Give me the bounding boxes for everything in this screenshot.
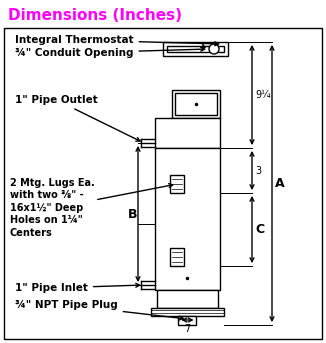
Text: 1" Pipe Outlet: 1" Pipe Outlet (15, 95, 140, 141)
Bar (151, 308, 224, 316)
Text: ¾" NPT Pipe Plug: ¾" NPT Pipe Plug (15, 300, 183, 320)
Text: Integral Thermostat: Integral Thermostat (15, 35, 219, 46)
Circle shape (209, 44, 219, 54)
Bar (155, 148, 220, 290)
Bar (172, 90, 220, 118)
Text: B: B (128, 208, 138, 221)
Bar (155, 118, 220, 148)
Text: ¾" Conduit Opening: ¾" Conduit Opening (15, 47, 205, 58)
Bar (179, 316, 197, 325)
Text: C: C (255, 223, 264, 236)
Bar (175, 93, 217, 115)
Text: A: A (275, 177, 285, 190)
Text: 9¼: 9¼ (255, 90, 271, 100)
Text: 1" Pipe Inlet: 1" Pipe Inlet (15, 283, 140, 293)
Text: 7: 7 (185, 324, 191, 334)
Bar (170, 175, 184, 193)
Bar (157, 290, 218, 308)
Text: Dimensions (Inches): Dimensions (Inches) (8, 9, 182, 24)
Bar (170, 248, 184, 266)
Bar (163, 42, 228, 56)
Text: 3: 3 (255, 166, 261, 176)
Text: 2 Mtg. Lugs Ea.
with two ⅜" -
16x1½" Deep
Holes on 1¼"
Centers: 2 Mtg. Lugs Ea. with two ⅜" - 16x1½" Dee… (10, 178, 95, 238)
Bar (167, 46, 224, 52)
